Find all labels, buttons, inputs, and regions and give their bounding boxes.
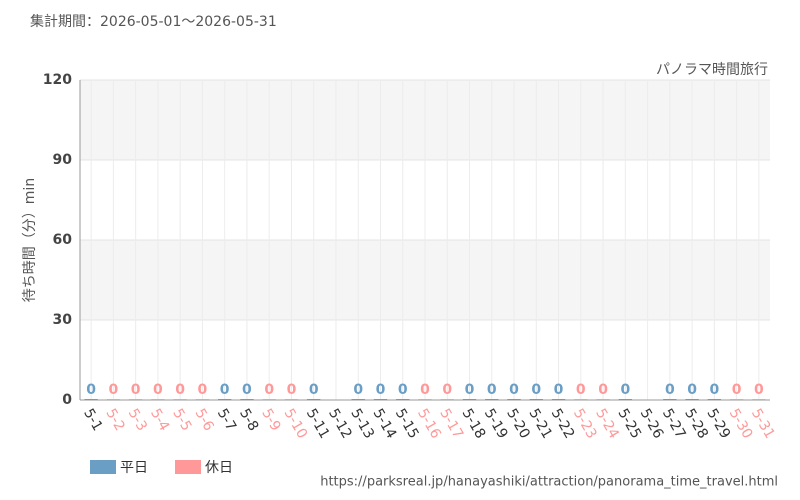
value-label: 0 [309, 382, 319, 398]
bar [240, 399, 254, 400]
value-label: 0 [442, 382, 452, 398]
y-tick-label: 30 [53, 312, 73, 328]
legend-label: 平日 [120, 460, 148, 476]
value-label: 0 [109, 382, 119, 398]
y-tick-label: 0 [62, 392, 72, 408]
value-label: 0 [353, 382, 363, 398]
value-label: 0 [665, 382, 675, 398]
bar [106, 399, 121, 400]
value-label: 0 [598, 382, 608, 398]
x-tick-label: 5-1 [80, 406, 105, 434]
value-label: 0 [620, 382, 630, 398]
value-label: 0 [198, 382, 208, 398]
y-tick-label: 90 [53, 152, 73, 168]
x-tick-label: 5-6 [191, 406, 216, 434]
value-label: 0 [487, 382, 497, 398]
legend-swatch [175, 460, 201, 474]
source: https://parksreal.jp/hanayashiki/attract… [320, 475, 778, 490]
bar [485, 399, 499, 400]
y-tick-label: 120 [43, 72, 72, 88]
bar [574, 399, 588, 400]
value-label: 0 [509, 382, 519, 398]
bar [551, 399, 566, 400]
bar [462, 399, 477, 400]
bar [128, 399, 143, 400]
annotation: パノラマ時間旅行 [656, 62, 768, 78]
bar [84, 399, 98, 400]
bar [151, 399, 165, 400]
x-tick-label: 5-9 [258, 406, 283, 434]
x-tick-label: 5-2 [102, 406, 127, 434]
bar [373, 399, 388, 400]
value-label: 0 [131, 382, 141, 398]
value-label: 0 [554, 382, 564, 398]
bar [596, 399, 610, 400]
value-label: 0 [220, 382, 230, 398]
bar [707, 399, 722, 400]
bar [685, 399, 699, 400]
value-label: 0 [264, 382, 274, 398]
value-label: 0 [175, 382, 185, 398]
bar [529, 399, 543, 400]
value-label: 0 [398, 382, 408, 398]
x-tick-label: 5-31 [748, 406, 778, 442]
bar [173, 399, 187, 400]
bar [284, 399, 299, 400]
value-label: 0 [376, 382, 386, 398]
bar [618, 399, 632, 400]
x-tick-label: 5-4 [147, 406, 172, 434]
x-tick-label: 5-8 [236, 406, 261, 434]
x-tick-label: 5-3 [125, 406, 150, 434]
legend-swatch [90, 460, 116, 474]
legend-label: 休日 [205, 460, 233, 476]
bar [507, 399, 521, 400]
value-label: 0 [687, 382, 697, 398]
value-label: 0 [531, 382, 541, 398]
subtitle: 集計期間：2026-05-01〜2026-05-31 [30, 13, 277, 30]
value-label: 0 [754, 382, 764, 398]
value-label: 0 [153, 382, 163, 398]
bar [752, 399, 766, 400]
value-label: 0 [465, 382, 475, 398]
bar [396, 399, 410, 400]
bar [351, 399, 365, 400]
bar [729, 399, 744, 400]
bar [418, 399, 432, 400]
value-label: 0 [709, 382, 719, 398]
value-label: 0 [420, 382, 430, 398]
value-label: 0 [576, 382, 586, 398]
value-label: 0 [287, 382, 297, 398]
y-axis-label: 待ち時間（分）min [22, 178, 38, 302]
value-label: 0 [732, 382, 742, 398]
value-label: 0 [242, 382, 252, 398]
bar [307, 399, 321, 400]
bar [663, 399, 677, 400]
bar [195, 399, 210, 400]
bar [262, 399, 276, 400]
x-tick-label: 5-7 [214, 406, 239, 434]
y-tick-label: 60 [53, 232, 73, 248]
bar [440, 399, 454, 400]
value-label: 0 [86, 382, 96, 398]
bar [218, 399, 232, 400]
x-tick-label: 5-5 [169, 406, 194, 434]
